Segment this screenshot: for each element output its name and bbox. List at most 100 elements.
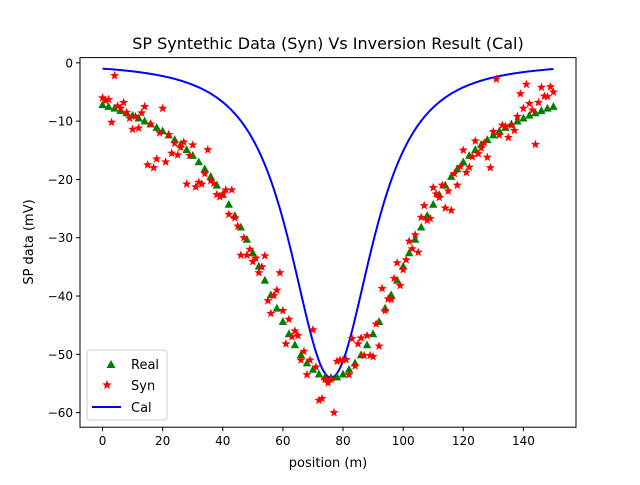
syn-point xyxy=(287,332,297,341)
syn-point xyxy=(212,189,222,199)
real-point xyxy=(110,103,119,112)
syn-point xyxy=(449,168,459,178)
syn-point xyxy=(548,87,559,96)
syn-point xyxy=(404,236,414,246)
syn-point xyxy=(113,101,123,110)
syn-point xyxy=(464,162,474,172)
syn-point xyxy=(461,167,471,177)
syn-point xyxy=(131,111,141,121)
x-tick-label: 80 xyxy=(335,434,350,448)
syn-point xyxy=(134,123,144,133)
syn-point xyxy=(437,180,447,190)
syn-point xyxy=(332,356,342,366)
syn-point xyxy=(239,232,249,242)
syn-point xyxy=(500,121,510,131)
x-tick-label: 120 xyxy=(452,434,475,448)
real-point xyxy=(134,113,143,122)
syn-point xyxy=(353,339,363,348)
axis-ticks: 0 20 40 60 80 100 120 140 0 −10 −20 −30 −40 −50 −60 xyxy=(48,56,535,448)
syn-point xyxy=(236,250,246,260)
syn-point xyxy=(257,262,267,271)
syn-point xyxy=(188,140,198,149)
syn-point xyxy=(164,129,174,139)
real-point xyxy=(537,106,546,114)
syn-point xyxy=(119,97,129,107)
syn-point xyxy=(407,244,417,253)
real-point xyxy=(410,234,420,243)
legend-real-label: Real xyxy=(131,358,159,373)
syn-point xyxy=(284,314,294,324)
legend-syn-label: Syn xyxy=(131,379,155,394)
syn-point xyxy=(524,98,534,108)
syn-point xyxy=(374,341,384,351)
syn-point xyxy=(416,212,426,222)
syn-point xyxy=(341,354,351,364)
chart-title: SP Syntethic Data (Syn) Vs Inversion Res… xyxy=(132,34,523,53)
syn-point xyxy=(359,350,369,360)
syn-point xyxy=(386,294,396,304)
syn-point xyxy=(452,180,462,190)
syn-point xyxy=(338,355,348,365)
syn-point xyxy=(97,93,108,102)
syn-point xyxy=(266,308,276,318)
real-point xyxy=(212,180,221,189)
real-point xyxy=(290,340,300,349)
syn-point xyxy=(527,105,537,114)
syn-point xyxy=(110,70,120,80)
syn-point xyxy=(371,319,381,328)
real-point xyxy=(531,108,540,117)
syn-point xyxy=(116,103,126,113)
x-tick-label: 60 xyxy=(275,434,290,448)
legend-real-marker xyxy=(106,360,116,368)
syn-point xyxy=(137,108,147,117)
syn-point xyxy=(275,267,285,277)
syn-point xyxy=(155,128,165,137)
real-point xyxy=(182,145,191,154)
syn-point xyxy=(485,162,495,172)
syn-point xyxy=(431,189,441,198)
syn-point xyxy=(518,103,528,113)
legend-cal-label: Cal xyxy=(131,401,152,416)
real-point xyxy=(386,290,396,299)
real-point xyxy=(278,317,288,325)
syn-point xyxy=(302,369,312,379)
syn-point xyxy=(254,267,264,277)
syn-point xyxy=(242,250,252,260)
real-point xyxy=(489,130,498,139)
syn-point xyxy=(311,362,321,372)
real-point xyxy=(368,329,378,338)
syn-point xyxy=(326,374,336,384)
syn-point xyxy=(182,179,192,188)
syn-point xyxy=(296,355,306,365)
syn-point xyxy=(479,137,489,147)
real-point xyxy=(429,200,438,208)
syn-point xyxy=(467,151,477,161)
real-point xyxy=(344,364,354,373)
syn-point xyxy=(215,192,225,201)
real-point xyxy=(362,340,372,349)
real-point xyxy=(416,222,426,231)
syn-point xyxy=(209,178,219,188)
syn-point xyxy=(179,137,189,147)
syn-point xyxy=(185,150,195,160)
syn-point xyxy=(281,339,291,348)
syn-point xyxy=(230,213,240,222)
syn-point xyxy=(278,305,288,315)
syn-point xyxy=(224,209,234,219)
syn-point xyxy=(356,333,366,342)
syn-point xyxy=(389,273,399,283)
syn-point xyxy=(443,186,453,195)
syn-point xyxy=(203,144,213,154)
x-tick-label: 100 xyxy=(392,434,415,448)
y-tick-label: 0 xyxy=(65,56,73,70)
real-point xyxy=(200,164,209,173)
y-tick-label: −30 xyxy=(48,231,73,245)
syn-series xyxy=(97,70,559,417)
syn-point xyxy=(173,150,183,159)
syn-point xyxy=(317,393,327,403)
real-point xyxy=(224,200,233,208)
syn-point xyxy=(125,113,135,123)
syn-point xyxy=(200,168,210,178)
syn-point xyxy=(206,175,216,185)
